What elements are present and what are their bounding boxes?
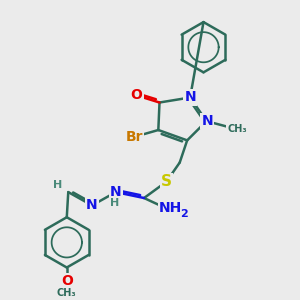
Text: N: N — [201, 114, 213, 128]
Text: NH: NH — [159, 201, 182, 215]
Text: H: H — [110, 198, 119, 208]
Text: CH₃: CH₃ — [227, 124, 247, 134]
Text: Br: Br — [126, 130, 143, 144]
Text: N: N — [110, 185, 122, 199]
Text: CH₃: CH₃ — [57, 288, 76, 298]
Text: N: N — [184, 91, 196, 104]
Text: 2: 2 — [180, 209, 188, 219]
Text: S: S — [161, 174, 172, 189]
Text: N: N — [86, 198, 98, 212]
Text: O: O — [131, 88, 142, 102]
Text: O: O — [61, 274, 73, 288]
Text: H: H — [53, 180, 62, 190]
